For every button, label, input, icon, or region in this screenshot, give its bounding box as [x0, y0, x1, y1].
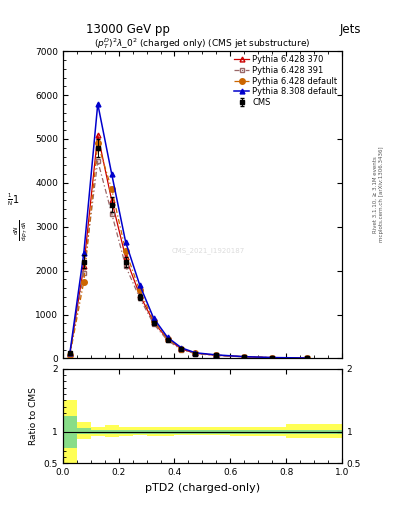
Pythia 6.428 default — [214, 352, 219, 358]
Pythia 6.428 391 — [68, 352, 72, 358]
Pythia 6.428 370 — [165, 336, 170, 342]
Pythia 8.308 default — [68, 350, 72, 356]
Pythia 6.428 391 — [193, 351, 198, 357]
Pythia 6.428 391 — [151, 321, 156, 327]
Pythia 6.428 default — [270, 354, 275, 360]
Text: 13000 GeV pp: 13000 GeV pp — [86, 23, 170, 36]
Pythia 6.428 370 — [81, 263, 86, 269]
Pythia 8.308 default — [95, 101, 100, 107]
Text: $\frac{1}{\mathrm{N}}$: $\frac{1}{\mathrm{N}}$ — [7, 191, 13, 208]
Pythia 6.428 370 — [270, 354, 275, 360]
Pythia 6.428 370 — [137, 292, 142, 298]
Text: $\frac{\mathrm{d}N}{\mathrm{d}\,p_T\,\mathrm{d}\lambda}$: $\frac{\mathrm{d}N}{\mathrm{d}\,p_T\,\ma… — [13, 220, 30, 241]
Title: $(p_T^D)^2\lambda\_0^2$ (charged only) (CMS jet substructure): $(p_T^D)^2\lambda\_0^2$ (charged only) (… — [94, 36, 310, 51]
Pythia 6.428 default — [81, 279, 86, 285]
Pythia 6.428 370 — [95, 132, 100, 138]
Pythia 8.308 default — [193, 350, 198, 356]
Pythia 6.428 391 — [305, 355, 309, 361]
Pythia 8.308 default — [270, 354, 275, 360]
Pythia 8.308 default — [179, 345, 184, 351]
Pythia 6.428 370 — [242, 354, 247, 360]
Pythia 6.428 370 — [179, 346, 184, 352]
Line: Pythia 8.308 default: Pythia 8.308 default — [68, 101, 309, 360]
Text: Jets: Jets — [340, 23, 362, 36]
Line: Pythia 6.428 370: Pythia 6.428 370 — [68, 132, 309, 360]
Pythia 6.428 391 — [165, 337, 170, 344]
Pythia 8.308 default — [109, 171, 114, 177]
Line: Pythia 6.428 default: Pythia 6.428 default — [67, 141, 310, 361]
Pythia 6.428 default — [68, 352, 72, 358]
Pythia 8.308 default — [305, 355, 309, 361]
Pythia 6.428 391 — [137, 295, 142, 301]
Pythia 6.428 391 — [81, 270, 86, 276]
Pythia 6.428 391 — [179, 347, 184, 353]
Text: CMS_2021_I1920187: CMS_2021_I1920187 — [171, 247, 244, 254]
Pythia 6.428 391 — [123, 263, 128, 269]
X-axis label: pTD2 (charged-only): pTD2 (charged-only) — [145, 483, 260, 493]
Pythia 6.428 default — [137, 287, 142, 293]
Pythia 6.428 default — [242, 354, 247, 360]
Pythia 8.308 default — [137, 282, 142, 288]
Pythia 6.428 default — [151, 317, 156, 324]
Pythia 6.428 370 — [305, 355, 309, 361]
Pythia 8.308 default — [151, 315, 156, 321]
Line: Pythia 6.428 391: Pythia 6.428 391 — [68, 159, 309, 360]
Pythia 6.428 default — [95, 140, 100, 146]
Pythia 6.428 391 — [95, 158, 100, 164]
Pythia 6.428 default — [109, 186, 114, 193]
Pythia 6.428 default — [179, 346, 184, 352]
Pythia 6.428 370 — [151, 319, 156, 325]
Pythia 6.428 370 — [109, 197, 114, 203]
Pythia 6.428 370 — [193, 350, 198, 356]
Y-axis label: Ratio to CMS: Ratio to CMS — [29, 387, 38, 445]
Pythia 6.428 391 — [109, 210, 114, 217]
Text: mcplots.cern.ch [arXiv:1306.3436]: mcplots.cern.ch [arXiv:1306.3436] — [380, 147, 384, 242]
Pythia 6.428 default — [305, 355, 309, 361]
Pythia 8.308 default — [214, 352, 219, 358]
Pythia 8.308 default — [81, 250, 86, 256]
Pythia 8.308 default — [123, 239, 128, 245]
Pythia 6.428 default — [193, 350, 198, 356]
Pythia 6.428 default — [123, 248, 128, 254]
Pythia 6.428 391 — [270, 355, 275, 361]
Legend: Pythia 6.428 370, Pythia 6.428 391, Pythia 6.428 default, Pythia 8.308 default, : Pythia 6.428 370, Pythia 6.428 391, Pyth… — [234, 55, 338, 107]
Pythia 6.428 370 — [123, 254, 128, 261]
Pythia 6.428 391 — [214, 352, 219, 358]
Pythia 8.308 default — [242, 354, 247, 360]
Pythia 6.428 370 — [214, 352, 219, 358]
Text: 1: 1 — [13, 195, 19, 205]
Pythia 6.428 391 — [242, 354, 247, 360]
Pythia 6.428 370 — [68, 351, 72, 357]
Text: Rivet 3.1.10, ≥ 3.1M events: Rivet 3.1.10, ≥ 3.1M events — [373, 156, 378, 233]
Pythia 6.428 default — [165, 335, 170, 342]
Pythia 8.308 default — [165, 334, 170, 340]
